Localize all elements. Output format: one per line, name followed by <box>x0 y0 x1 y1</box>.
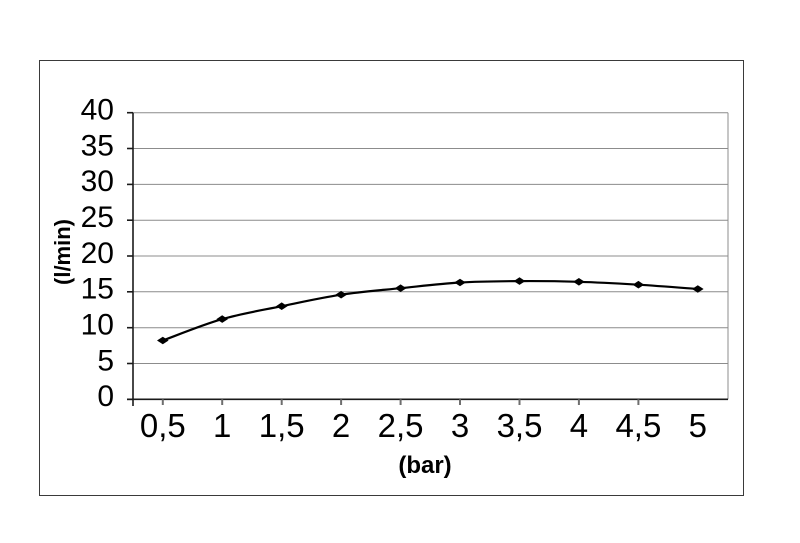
svg-text:10: 10 <box>81 309 114 342</box>
svg-text:(l/min): (l/min) <box>50 219 75 285</box>
svg-text:0: 0 <box>97 380 114 413</box>
svg-text:2,5: 2,5 <box>378 407 424 444</box>
svg-text:4: 4 <box>570 407 588 444</box>
svg-text:4,5: 4,5 <box>615 407 661 444</box>
svg-text:2: 2 <box>332 407 350 444</box>
svg-text:5: 5 <box>97 344 114 377</box>
svg-text:3,5: 3,5 <box>497 407 543 444</box>
svg-text:0,5: 0,5 <box>140 407 186 444</box>
svg-text:20: 20 <box>81 237 114 270</box>
svg-text:35: 35 <box>81 129 114 162</box>
svg-text:40: 40 <box>81 94 114 127</box>
svg-text:1,5: 1,5 <box>259 407 305 444</box>
svg-text:3: 3 <box>451 407 469 444</box>
svg-text:1: 1 <box>213 407 231 444</box>
svg-text:25: 25 <box>81 201 114 234</box>
svg-text:15: 15 <box>81 273 114 306</box>
svg-text:(bar): (bar) <box>398 452 451 479</box>
svg-text:30: 30 <box>81 165 114 198</box>
svg-text:5: 5 <box>689 407 707 444</box>
